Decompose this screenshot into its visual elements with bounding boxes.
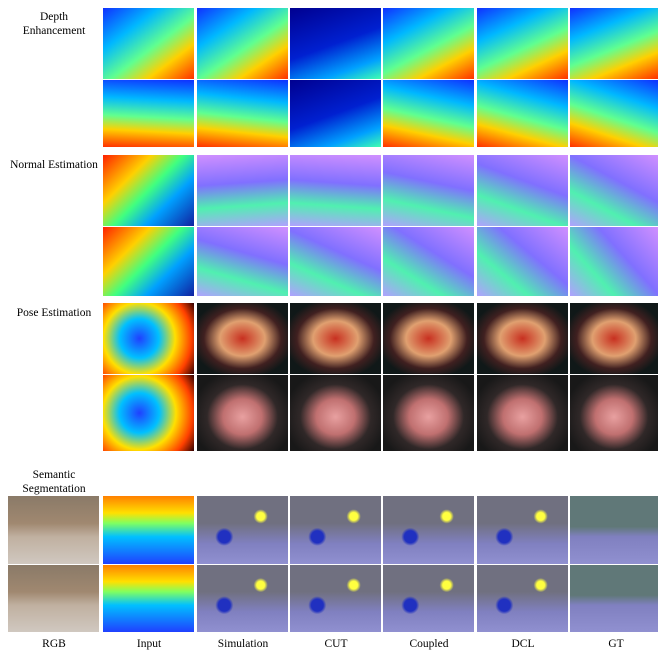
image-tile: [290, 227, 381, 296]
image-tile: [383, 8, 474, 79]
image-tile: [383, 155, 474, 226]
image-tile: [290, 80, 381, 147]
image-tile: [197, 565, 288, 632]
row-label: Normal Estimation: [10, 159, 98, 171]
image-tile: [383, 303, 474, 374]
image-tile: [103, 8, 194, 79]
image-tile: [477, 303, 568, 374]
row-label: Semantic Segmentation: [22, 469, 86, 495]
image-tile: [477, 375, 568, 451]
image-tile: [383, 227, 474, 296]
image-tile: [570, 496, 658, 564]
image-tile: [570, 8, 658, 79]
image-tile: [477, 565, 568, 632]
column-label: CUT: [324, 638, 348, 650]
image-tile: [197, 155, 288, 226]
image-tile: [477, 227, 568, 296]
image-tile: [570, 375, 658, 451]
image-tile: [197, 496, 288, 564]
image-tile: [477, 155, 568, 226]
column-label: DCL: [511, 638, 535, 650]
image-tile: [290, 565, 381, 632]
column-label: Coupled: [409, 638, 449, 650]
row-label: Pose Estimation: [16, 307, 92, 319]
image-tile: [103, 80, 194, 147]
image-tile: [570, 565, 658, 632]
image-tile: [103, 375, 194, 451]
column-label: Input: [136, 638, 162, 650]
image-tile: [290, 496, 381, 564]
image-tile: [103, 565, 194, 632]
image-tile: [290, 303, 381, 374]
image-tile: [383, 565, 474, 632]
image-tile: [290, 8, 381, 79]
image-tile: [570, 155, 658, 226]
image-tile: [477, 80, 568, 147]
row-label: Depth Enhancement: [22, 11, 86, 37]
image-tile: [103, 227, 194, 296]
image-tile: [477, 496, 568, 564]
image-tile: [197, 8, 288, 79]
column-label: GT: [608, 638, 624, 650]
image-tile: [8, 565, 99, 632]
image-tile: [197, 303, 288, 374]
image-tile: [570, 80, 658, 147]
image-tile: [103, 496, 194, 564]
image-tile: [103, 303, 194, 374]
image-tile: [197, 227, 288, 296]
image-tile: [570, 303, 658, 374]
image-tile: [290, 155, 381, 226]
image-tile: [570, 227, 658, 296]
image-tile: [103, 155, 194, 226]
image-tile: [197, 375, 288, 451]
image-tile: [290, 375, 381, 451]
image-tile: [383, 80, 474, 147]
image-tile: [383, 375, 474, 451]
image-tile: [197, 80, 288, 147]
column-label: RGB: [42, 638, 66, 650]
column-label: Simulation: [217, 638, 269, 650]
image-tile: [8, 496, 99, 564]
image-tile: [477, 8, 568, 79]
image-tile: [383, 496, 474, 564]
